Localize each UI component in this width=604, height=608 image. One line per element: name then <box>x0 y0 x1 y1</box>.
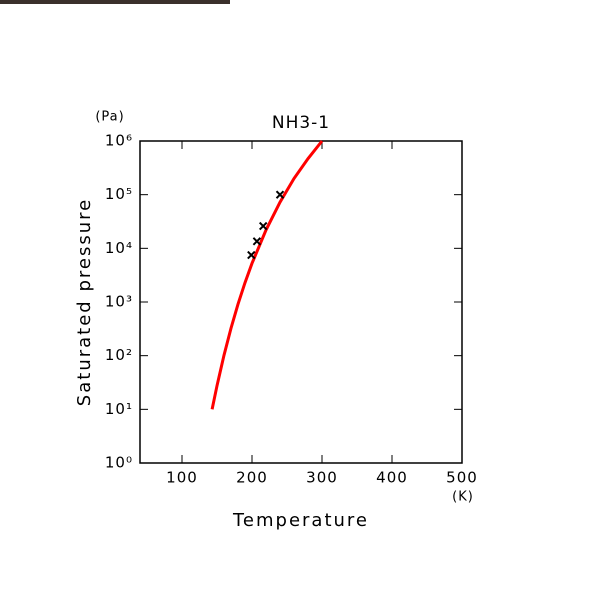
marker <box>247 250 256 260</box>
x-tick-label: 100 <box>166 469 198 487</box>
y-tick-label: 10⁵ <box>105 185 133 203</box>
chart-title: NH3-1 <box>272 113 330 133</box>
y-axis-label: Saturated pressure <box>74 198 95 406</box>
x-tick-label: 400 <box>376 469 408 487</box>
y-tick-label: 10⁴ <box>105 239 133 257</box>
plot-frame <box>139 140 463 464</box>
x-unit: (K) <box>452 490 474 505</box>
y-tick-label: 10¹ <box>105 400 133 418</box>
window-bar <box>0 0 230 4</box>
marker <box>258 221 268 231</box>
x-tick-label: 500 <box>446 469 478 487</box>
y-tick-label: 10⁶ <box>105 132 133 150</box>
y-unit: (Pa) <box>95 110 124 125</box>
x-tick-label: 300 <box>306 469 338 487</box>
x-axis-label: Temperature <box>232 510 369 531</box>
marker <box>252 237 262 246</box>
y-tick-label: 10³ <box>105 293 133 311</box>
y-tick-label: 10⁰ <box>105 454 133 472</box>
x-tick-label: 200 <box>236 469 268 487</box>
marker <box>275 190 285 199</box>
y-tick-label: 10² <box>105 346 133 364</box>
curve <box>210 140 324 410</box>
